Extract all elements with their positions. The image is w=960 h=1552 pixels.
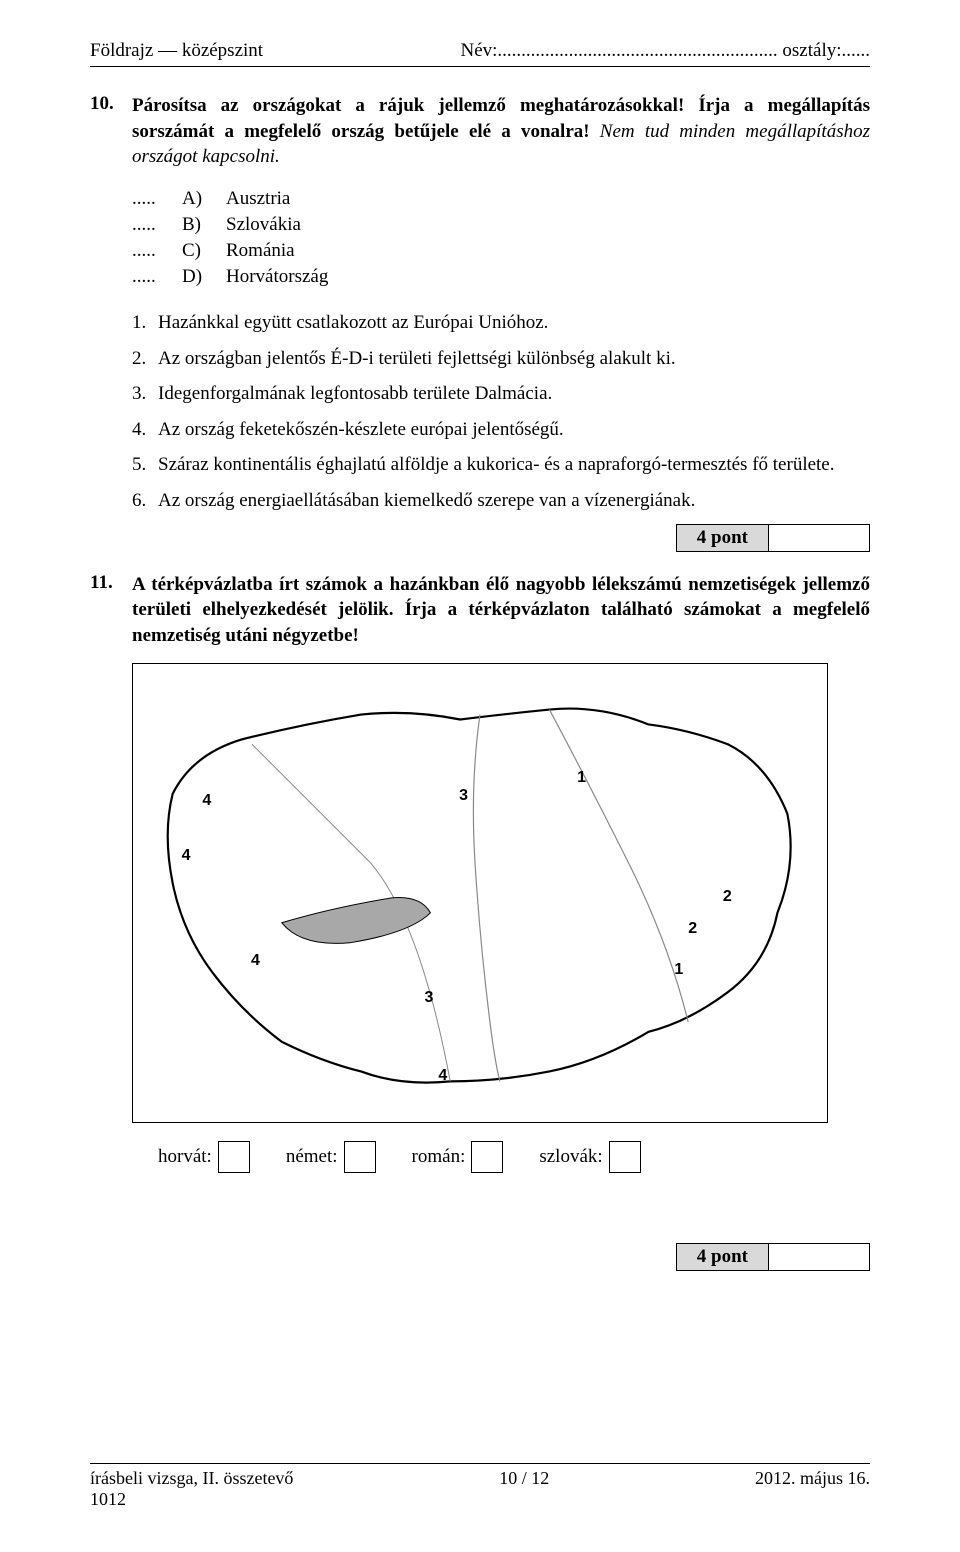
score-label: 4 pont <box>677 525 769 551</box>
task-10-number: 10. <box>90 93 132 170</box>
statement-row: 1. Hazánkkal együtt csatlakozott az Euró… <box>132 310 870 336</box>
option-name: Horvátország <box>226 266 328 288</box>
option-name: Románia <box>226 240 295 262</box>
statement-text: Száraz kontinentális éghajlatú alföldje … <box>158 452 870 478</box>
map-label: 3 <box>424 989 433 1007</box>
map-container: 1 4 3 4 2 2 1 4 3 4 <box>132 663 828 1123</box>
map-label: 2 <box>688 920 697 938</box>
map-label: 3 <box>459 787 468 805</box>
answer-label: román: <box>412 1146 466 1168</box>
answer-pair: horvát: <box>158 1141 250 1173</box>
statement-number: 5. <box>132 452 158 478</box>
answer-box[interactable] <box>471 1141 503 1173</box>
map-label: 4 <box>438 1067 447 1085</box>
statement-text: Az országban jelentős É-D-i területi fej… <box>158 346 870 372</box>
map-label: 2 <box>723 888 732 906</box>
task-11-heading: A térképvázlatba írt számok a hazánkban … <box>132 572 870 649</box>
answer-box[interactable] <box>609 1141 641 1173</box>
statement-number: 6. <box>132 488 158 514</box>
footer-code: 1012 <box>90 1489 870 1510</box>
task-10: 10. Párosítsa az országokat a rájuk jell… <box>90 93 870 170</box>
statement-number: 3. <box>132 381 158 407</box>
map-label: 1 <box>674 961 683 979</box>
score-label: 4 pont <box>677 1244 769 1270</box>
statement-text: Idegenforgalmának legfontosabb területe … <box>158 381 870 407</box>
option-row: ..... C) Románia <box>132 240 870 262</box>
answer-label: szlovák: <box>539 1146 602 1168</box>
statement-row: 5. Száraz kontinentális éghajlatú alföld… <box>132 452 870 478</box>
footer-page-number: 10 / 12 <box>499 1468 549 1489</box>
page-footer: írásbeli vizsga, II. összetevő 10 / 12 2… <box>90 1463 870 1510</box>
option-row: ..... A) Ausztria <box>132 188 870 210</box>
task-11: 11. A térképvázlatba írt számok a hazánk… <box>90 572 870 649</box>
statement-row: 2. Az országban jelentős É-D-i területi … <box>132 346 870 372</box>
map-label: 4 <box>251 952 260 970</box>
score-box: 4 pont <box>676 524 870 552</box>
statement-text: Az ország energiaellátásában kiemelkedő … <box>158 488 870 514</box>
score-box: 4 pont <box>676 1243 870 1271</box>
task-11-number: 11. <box>90 572 132 649</box>
map-label: 4 <box>182 847 191 865</box>
answer-pair: román: <box>412 1141 504 1173</box>
option-row: ..... B) Szlovákia <box>132 214 870 236</box>
score-blank[interactable] <box>769 1244 869 1270</box>
option-letter: B) <box>182 214 226 236</box>
task-10-statements: 1. Hazánkkal együtt csatlakozott az Euró… <box>132 310 870 514</box>
statement-row: 3. Idegenforgalmának legfontosabb terüle… <box>132 381 870 407</box>
task-10-score-row: 4 pont <box>90 524 870 552</box>
option-letter: D) <box>182 266 226 288</box>
task-10-options: ..... A) Ausztria ..... B) Szlovákia ...… <box>132 188 870 288</box>
header-rule <box>90 66 870 67</box>
option-name: Ausztria <box>226 188 290 210</box>
statement-row: 4. Az ország feketekőszén-készlete európ… <box>132 417 870 443</box>
statement-text: Az ország feketekőszén-készlete európai … <box>158 417 870 443</box>
statement-number: 2. <box>132 346 158 372</box>
option-name: Szlovákia <box>226 214 301 236</box>
answer-box[interactable] <box>344 1141 376 1173</box>
option-row: ..... D) Horvátország <box>132 266 870 288</box>
option-letter: C) <box>182 240 226 262</box>
task-10-heading: Párosítsa az országokat a rájuk jellemző… <box>132 93 870 170</box>
footer-date: 2012. május 16. <box>755 1468 870 1489</box>
option-dots[interactable]: ..... <box>132 214 182 236</box>
task-11-heading-bold: A térképvázlatba írt számok a hazánkban … <box>132 574 870 646</box>
header-left: Földrajz — középszint <box>90 40 263 62</box>
answer-label: horvát: <box>158 1146 212 1168</box>
map-label: 1 <box>577 769 586 787</box>
footer-rule <box>90 1463 870 1464</box>
statement-number: 1. <box>132 310 158 336</box>
answer-box[interactable] <box>218 1141 250 1173</box>
task-11-answers: horvát: német: román: szlovák: <box>158 1141 870 1173</box>
answer-label: német: <box>286 1146 338 1168</box>
page-header: Földrajz — középszint Név:..............… <box>90 40 870 62</box>
statement-text: Hazánkkal együtt csatlakozott az Európai… <box>158 310 870 336</box>
option-dots[interactable]: ..... <box>132 188 182 210</box>
statement-number: 4. <box>132 417 158 443</box>
task-11-score-row: 4 pont <box>90 1243 870 1271</box>
option-dots[interactable]: ..... <box>132 240 182 262</box>
answer-pair: német: <box>286 1141 376 1173</box>
option-letter: A) <box>182 188 226 210</box>
footer-left: írásbeli vizsga, II. összetevő <box>90 1468 293 1489</box>
answer-pair: szlovák: <box>539 1141 640 1173</box>
map-label: 4 <box>202 792 211 810</box>
score-blank[interactable] <box>769 525 869 551</box>
option-dots[interactable]: ..... <box>132 266 182 288</box>
header-right: Név:....................................… <box>460 40 870 62</box>
statement-row: 6. Az ország energiaellátásában kiemelke… <box>132 488 870 514</box>
